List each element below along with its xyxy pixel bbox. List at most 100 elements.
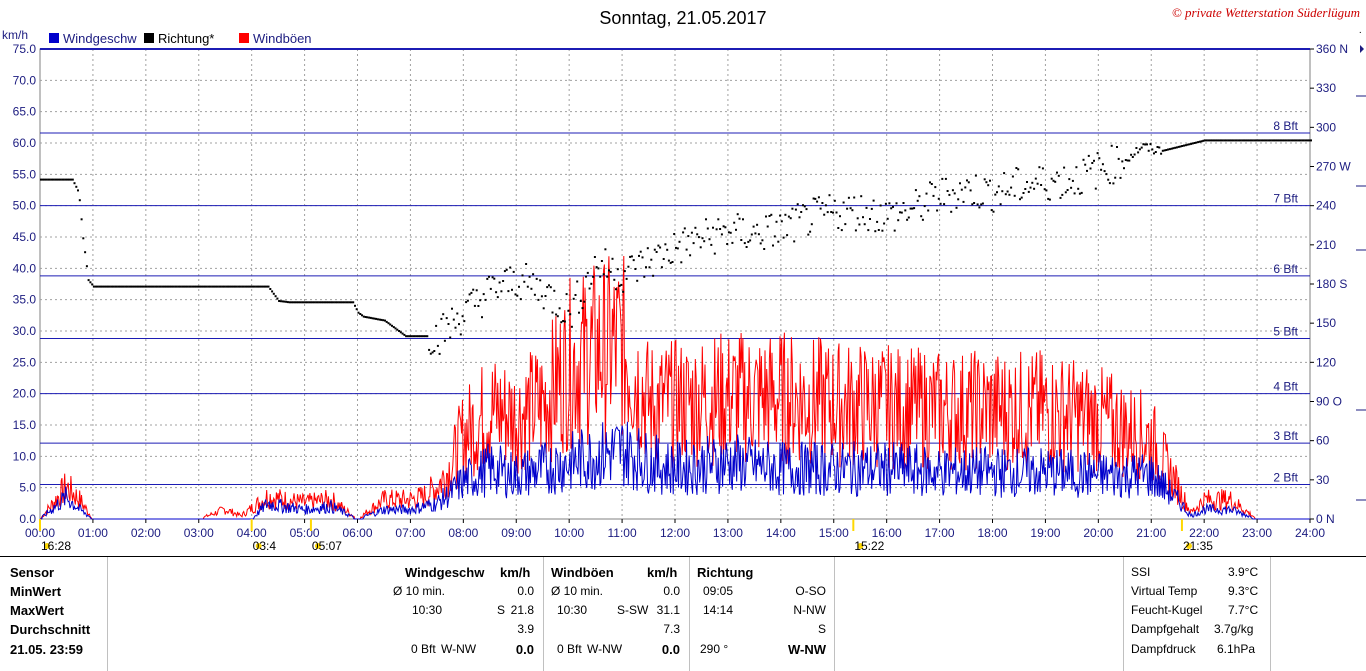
direction-point (745, 246, 748, 248)
direction-point (1070, 186, 1073, 189)
direction-point (320, 301, 323, 304)
direction-point (228, 285, 231, 288)
direction-point (473, 304, 476, 307)
direction-point (645, 266, 647, 269)
direction-point (731, 241, 734, 244)
direction-point (348, 301, 351, 304)
direction-point (1276, 139, 1279, 142)
direction-point (553, 289, 556, 292)
direction-point (726, 243, 729, 245)
legend-label-direction: Richtung* (158, 31, 214, 46)
direction-point (1137, 151, 1140, 154)
direction-point (1193, 142, 1196, 144)
direction-point (729, 231, 732, 234)
direction-point (586, 271, 589, 274)
direction-point (350, 301, 353, 304)
direction-point (911, 207, 914, 210)
direction-point (1128, 159, 1131, 162)
direction-point (876, 220, 879, 223)
direction-point (62, 178, 65, 181)
direction-point (1188, 143, 1191, 146)
direction-point (576, 280, 579, 283)
direction-point (163, 285, 166, 288)
direction-point (920, 215, 923, 218)
direction-point (391, 324, 393, 327)
gust-current-bft: 0 Bft (557, 642, 582, 656)
direction-point (996, 191, 998, 194)
direction-point (856, 217, 859, 220)
direction-point (895, 202, 898, 205)
y-tick-label: 15.0 (13, 418, 37, 432)
direction-point (70, 178, 72, 181)
direction-point (833, 199, 836, 202)
direction-point (1036, 182, 1039, 185)
direction-point (1273, 139, 1275, 142)
direction-point (563, 320, 566, 323)
direction-point (253, 285, 256, 288)
y-axis-unit: km/h (2, 28, 28, 42)
direction-point (846, 207, 849, 210)
direction-point (632, 259, 635, 262)
direction-point (539, 279, 542, 282)
direction-point (849, 207, 852, 210)
vapor-content-label: Dampfgehalt (1131, 622, 1200, 636)
direction-point (47, 178, 50, 181)
direction-point (75, 185, 78, 188)
gust-max-dir: S-SW (617, 603, 649, 617)
direction-point (1107, 178, 1110, 181)
direction-point (511, 288, 513, 291)
direction-point (1050, 177, 1053, 180)
direction-point (863, 223, 866, 226)
direction-point (488, 275, 490, 278)
direction-point (161, 285, 164, 288)
direction-point (793, 240, 796, 243)
direction-point (1054, 180, 1057, 183)
direction-point (1138, 148, 1141, 151)
direction-point (1086, 169, 1088, 172)
direction-point (124, 285, 127, 288)
direction-point (145, 285, 148, 288)
direction-point (526, 285, 529, 288)
gust-current-value: 0.0 (661, 642, 680, 657)
direction-point (951, 189, 954, 192)
direction-point (1202, 139, 1205, 142)
direction-point (1057, 174, 1060, 177)
direction-point (828, 194, 831, 197)
direction-point (600, 260, 603, 262)
direction-point (230, 285, 233, 288)
y-tick-label: 20.0 (13, 387, 37, 401)
direction-point (1140, 146, 1143, 149)
direction-point (789, 217, 792, 220)
direction-point (274, 295, 277, 298)
direction-point (565, 293, 568, 296)
direction-point (262, 285, 265, 288)
direction-point (1019, 198, 1021, 201)
x-tick-label: 07:00 (395, 526, 425, 540)
direction-point (167, 285, 169, 288)
direction-point (657, 244, 660, 247)
direction-point (743, 242, 746, 245)
direction-point (1010, 186, 1013, 189)
y-tick-label: 5.0 (19, 481, 36, 495)
direction-point (336, 301, 339, 304)
direction-point (54, 178, 57, 181)
direction-point (195, 285, 198, 288)
sun-marker-icon (255, 543, 262, 549)
direction-point (495, 291, 498, 294)
direction-point (385, 320, 388, 323)
sun-marker-time: 05:07 (312, 539, 342, 553)
direction-point (286, 301, 289, 304)
direction-point (331, 301, 333, 304)
gust-max-time: 10:30 (557, 603, 588, 617)
direction-point (572, 297, 575, 300)
direction-point (271, 290, 274, 293)
direction-point (779, 214, 782, 217)
direction-point (1052, 179, 1055, 182)
direction-point (87, 279, 90, 282)
direction-point (108, 285, 111, 288)
direction-point (384, 319, 386, 322)
direction-point (376, 318, 379, 321)
direction-point (472, 288, 475, 291)
direction-point (971, 203, 974, 206)
direction-point (1110, 144, 1113, 147)
